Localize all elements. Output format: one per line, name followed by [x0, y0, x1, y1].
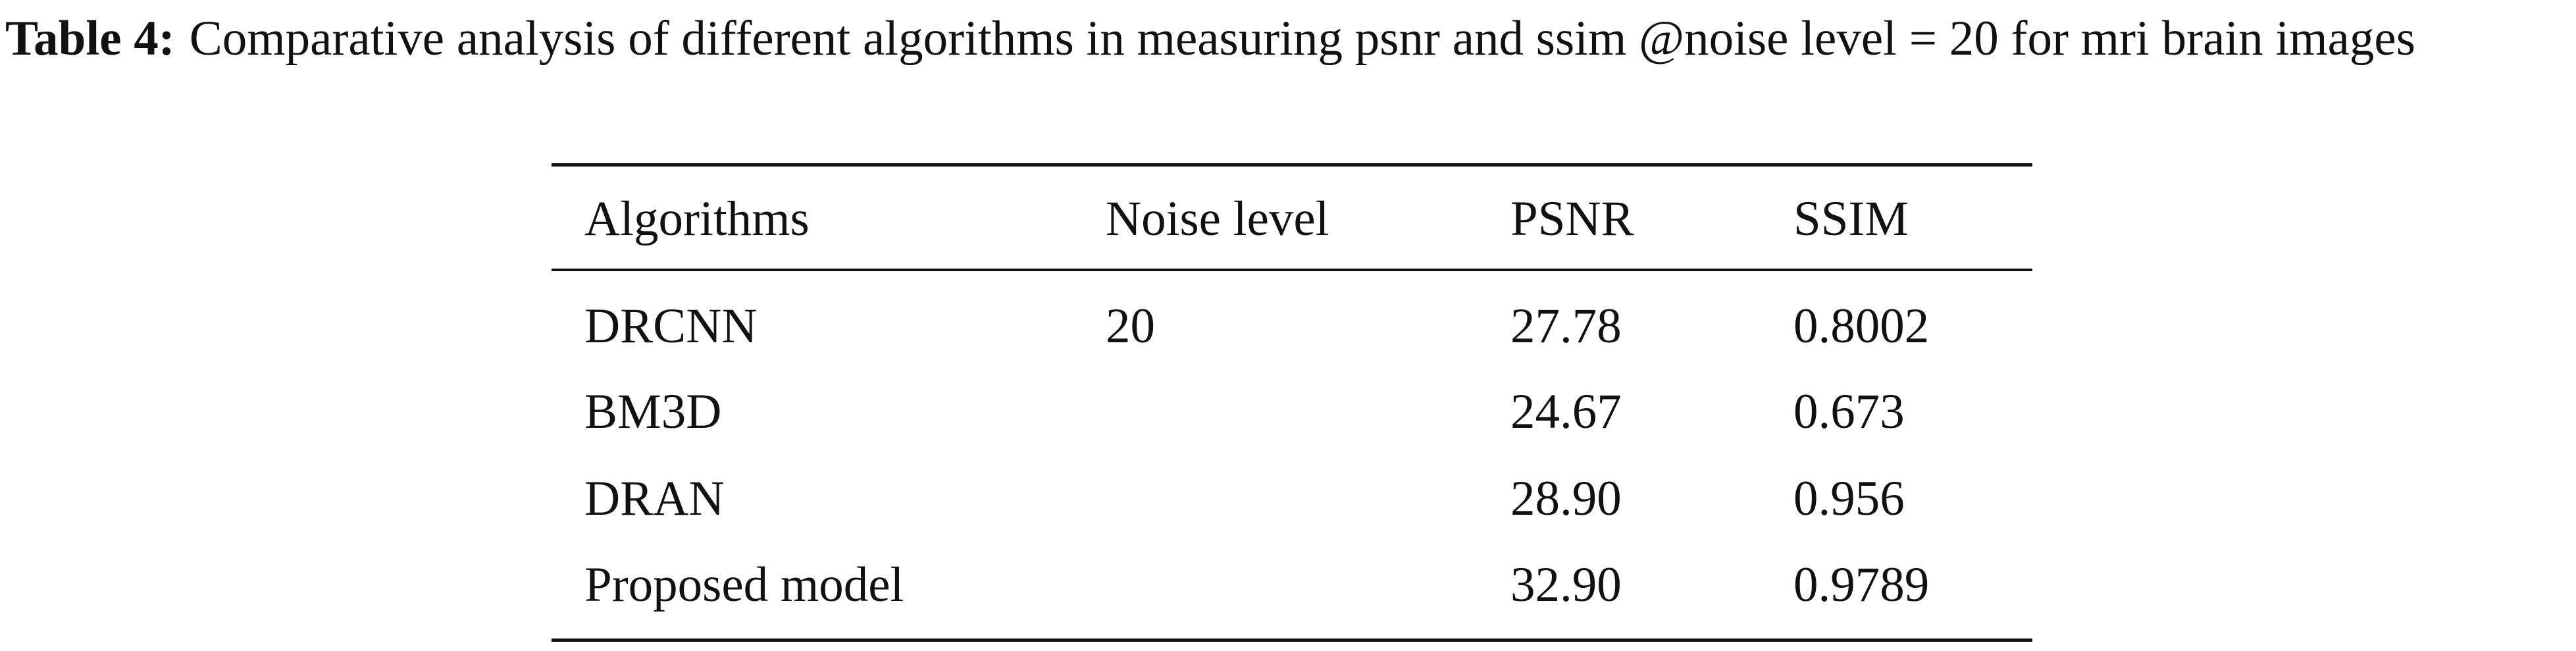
mid-rule — [552, 269, 2032, 271]
table-cell: 28.90 — [1510, 471, 1622, 526]
table-cell: 32.90 — [1510, 558, 1622, 612]
header-cell: Algorithms — [584, 192, 810, 246]
table-cell: 0.956 — [1793, 471, 1905, 526]
caption-label: Table 4: — [5, 11, 175, 66]
caption-text: Comparative analysis of different algori… — [189, 11, 2415, 66]
table-cell: DRAN — [584, 471, 725, 526]
header-cell: PSNR — [1510, 192, 1634, 246]
table-cell: 24.67 — [1510, 384, 1622, 439]
table-cell: 20 — [1106, 299, 1155, 353]
table-cell: BM3D — [584, 384, 722, 439]
caption: Table 4: Comparative analysis of differen… — [5, 5, 2572, 72]
table-cell: 0.673 — [1793, 384, 1905, 439]
bottom-rule — [552, 638, 2032, 642]
table-cell: 27.78 — [1510, 299, 1622, 353]
header-cell: SSIM — [1793, 192, 1909, 246]
table-cell: 0.9789 — [1793, 558, 1930, 612]
header-cell: Noise level — [1106, 192, 1329, 246]
top-rule — [552, 163, 2032, 167]
table-cell: 0.8002 — [1793, 299, 1930, 353]
table-cell: DRCNN — [584, 299, 758, 353]
table-cell: Proposed model — [584, 558, 904, 612]
